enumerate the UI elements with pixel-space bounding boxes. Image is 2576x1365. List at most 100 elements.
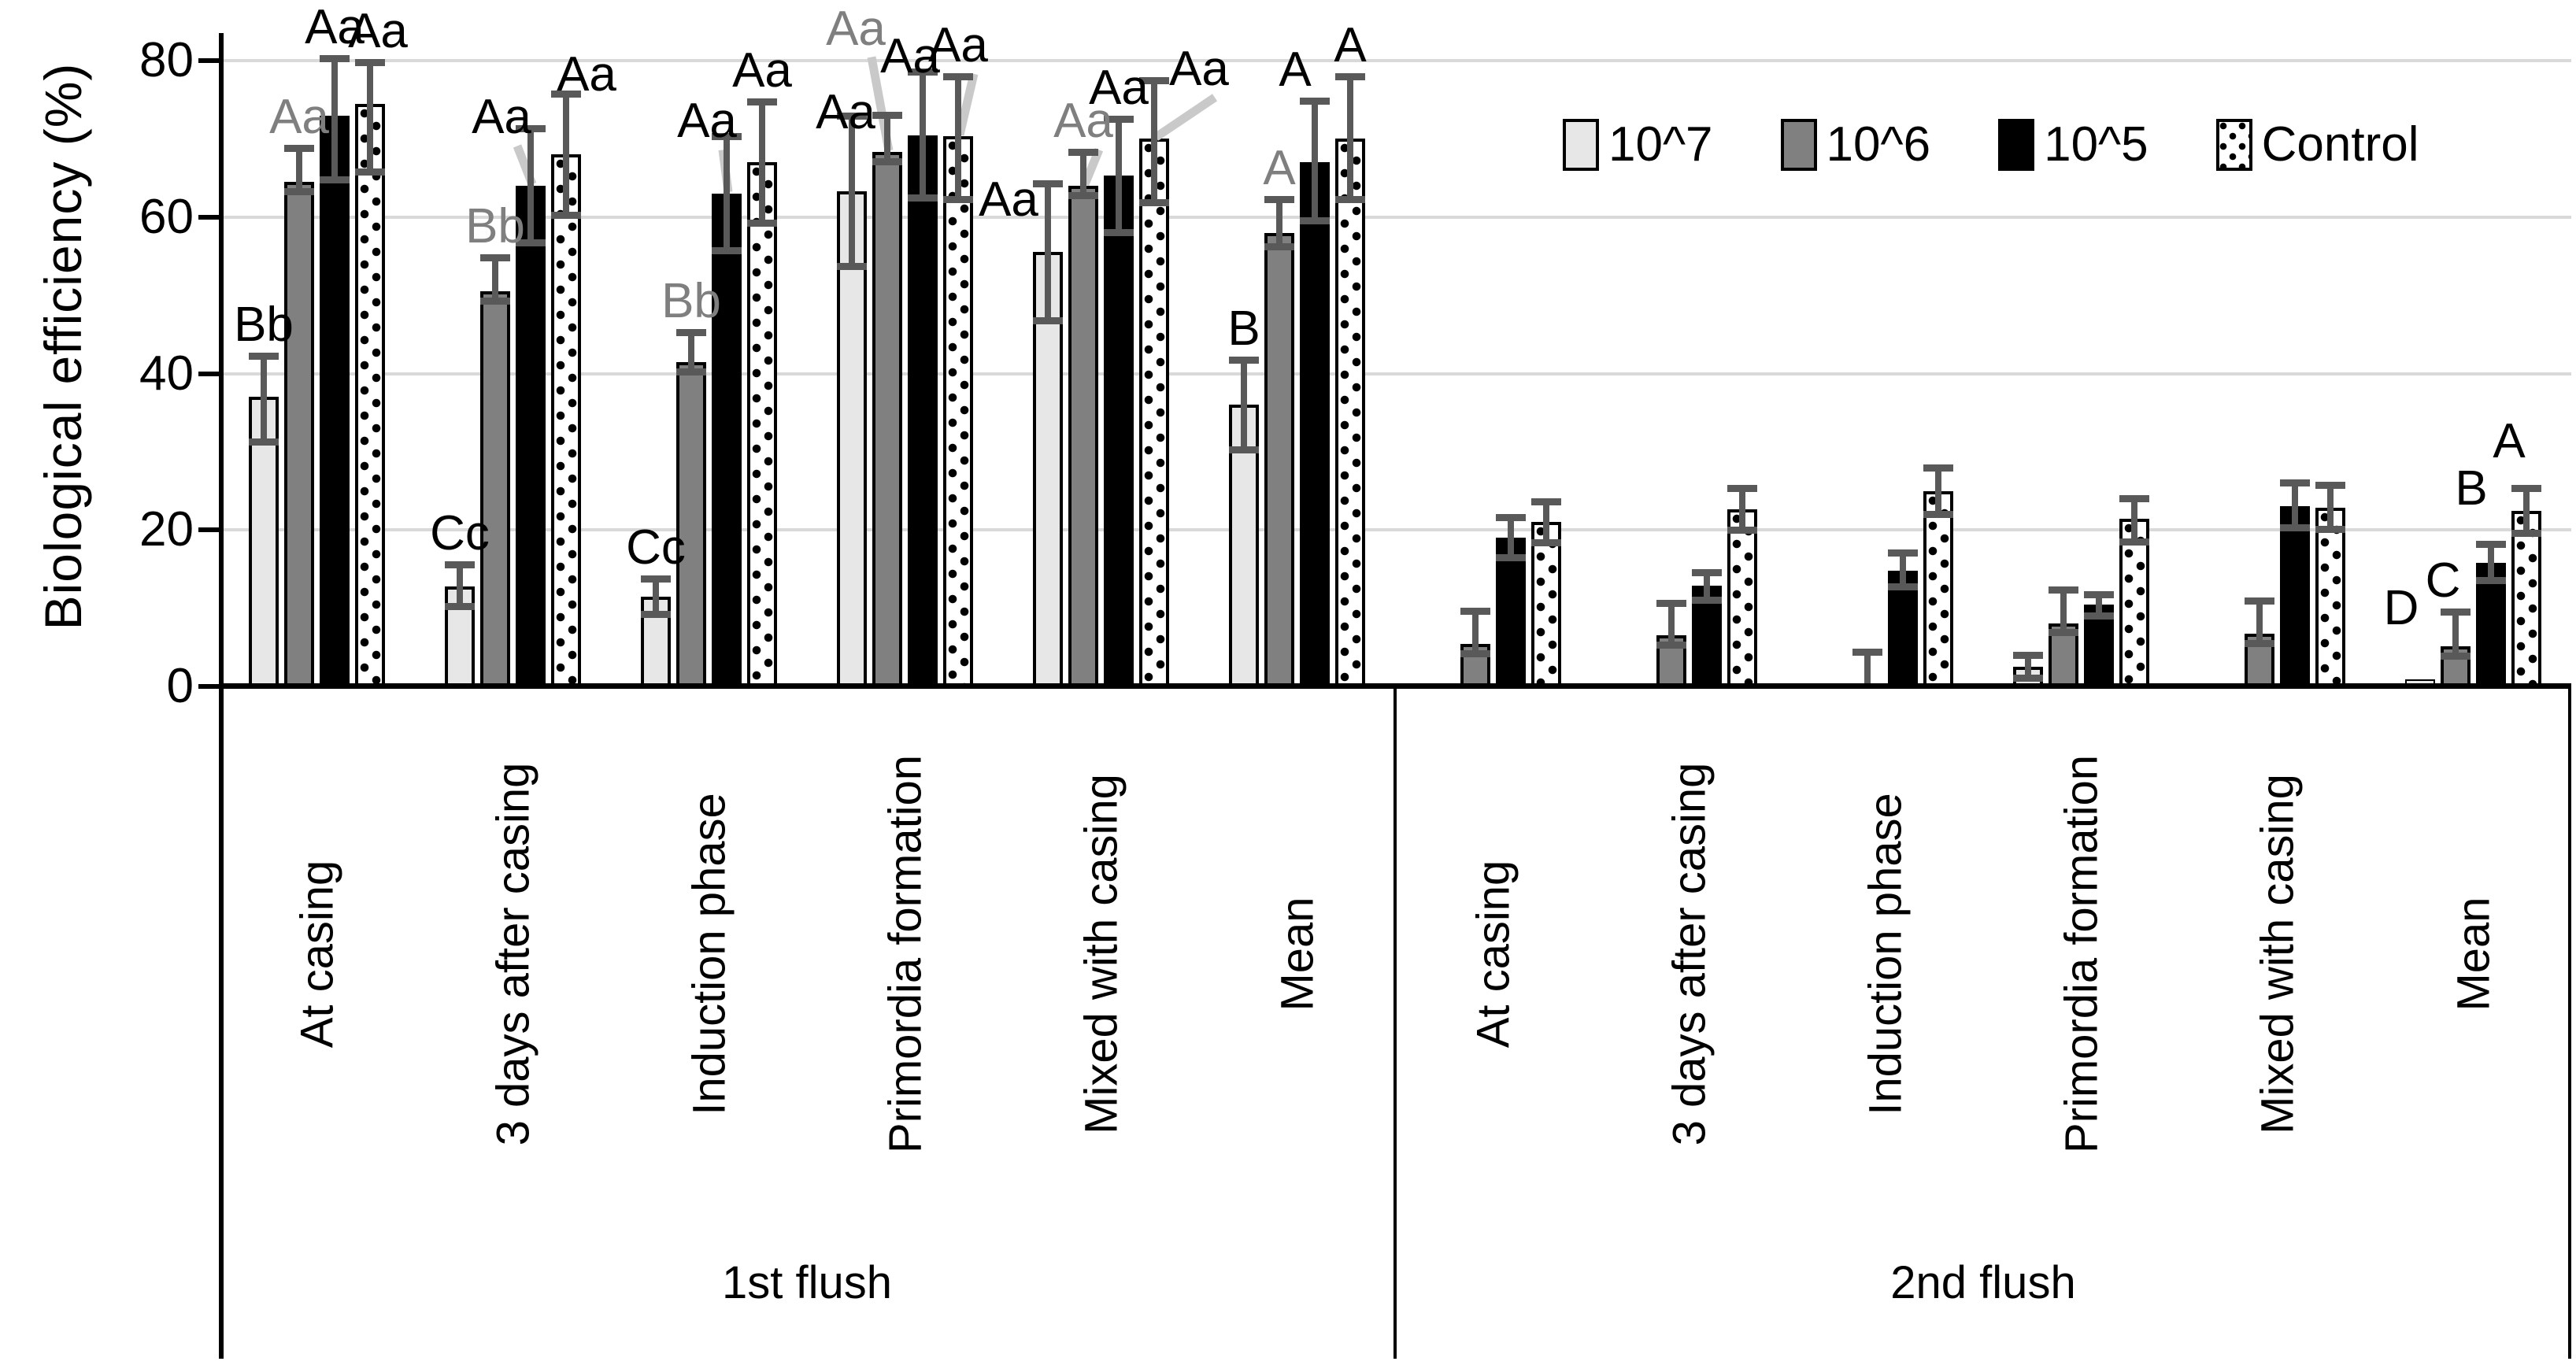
bar-10^6-mixed-with-casing: [1068, 186, 1098, 686]
significance-label: Aa: [269, 90, 329, 145]
error-bar-whisker: [457, 566, 463, 605]
legend-item-control: Control: [2215, 117, 2419, 172]
legend-swatch-10e6: [1780, 118, 1817, 171]
error-bar-cap-top: [2245, 597, 2274, 605]
significance-label: Bb: [661, 273, 721, 328]
error-bar-cap-bottom: [1496, 554, 1526, 562]
error-bar-cap-bottom: [1923, 511, 1953, 519]
significance-label: D: [2383, 581, 2419, 636]
error-bar-cap-top: [480, 254, 510, 262]
error-bar-whisker: [2131, 501, 2137, 541]
error-bar-whisker: [2096, 596, 2102, 614]
error-bar-cap-bottom: [1656, 642, 1686, 649]
error-bar-cap-top: [747, 98, 777, 105]
error-bar-cap-top: [1656, 599, 1686, 607]
error-bar-cap-top: [641, 575, 671, 583]
y-axis-line: [219, 33, 224, 1359]
error-bar-whisker: [955, 78, 961, 198]
error-bar-whisker: [1116, 120, 1122, 231]
significance-label: Bb: [465, 199, 525, 254]
error-bar-cap-top: [2280, 479, 2310, 486]
error-bar-whisker: [920, 73, 926, 196]
significance-label: Aa: [1053, 94, 1113, 149]
error-bar-cap-bottom: [355, 168, 385, 176]
error-bar-whisker: [849, 117, 855, 265]
flush-separator-line: [1393, 686, 1397, 1359]
bar-Control-induction-phase: [1923, 490, 1953, 686]
right-border-line: [2568, 686, 2571, 1359]
error-bar-cap-bottom: [1229, 446, 1259, 453]
significance-label: Cc: [626, 520, 686, 575]
significance-label: A: [2493, 413, 2526, 468]
significance-label: Aa: [305, 0, 365, 54]
error-bar-cap-bottom: [320, 176, 350, 184]
legend: 10^7 10^6 10^5 Control: [1563, 117, 2487, 172]
bar-10^5-at-casing: [320, 115, 350, 686]
error-bar-whisker: [2488, 546, 2494, 579]
bar-10^5-mean: [1300, 162, 1330, 686]
error-bar-cap-bottom: [2441, 653, 2471, 660]
error-bar-cap-bottom: [943, 195, 973, 203]
significance-label: B: [1227, 301, 1260, 356]
error-bar-whisker: [2025, 657, 2031, 677]
error-bar-cap-bottom: [249, 438, 279, 446]
error-bar-whisker: [2452, 613, 2459, 655]
significance-label: Aa: [880, 28, 940, 83]
error-bar-cap-top: [2084, 590, 2114, 598]
significance-label: C: [2425, 553, 2461, 608]
error-bar-cap-top: [712, 133, 742, 141]
y-tick-60: [198, 214, 219, 220]
error-bar-whisker: [2292, 484, 2298, 527]
error-bar-cap-top: [908, 68, 938, 76]
x-axis-baseline: [219, 683, 2571, 689]
legend-label-10e5: 10^5: [2044, 117, 2149, 172]
legend-label-10e7: 10^7: [1608, 117, 1713, 172]
error-bar-cap-top: [445, 560, 475, 568]
significance-label: Aa: [826, 1, 886, 56]
bar-10^5-mixed-with-casing: [1104, 176, 1134, 686]
flush-label: 1st flush: [722, 1257, 892, 1308]
error-bar-cap-bottom: [676, 368, 706, 375]
error-bar-cap-top: [2441, 608, 2471, 616]
significance-label: Aa: [472, 90, 531, 145]
y-tick-label-40: 40: [139, 346, 194, 401]
error-bar-cap-top: [1496, 514, 1526, 522]
error-bar-cap-bottom: [747, 219, 777, 227]
legend-item-10e5: 10^5: [1998, 117, 2149, 172]
error-bar-cap-bottom: [2280, 524, 2310, 532]
bar-10^5-3-days-after-casing: [516, 186, 546, 686]
y-tick-label-20: 20: [139, 502, 194, 557]
error-bar-whisker: [2060, 591, 2067, 631]
error-bar-cap-bottom: [712, 246, 742, 254]
error-bar-cap-bottom: [1727, 527, 1757, 535]
bar-Control-at-casing: [1531, 522, 1561, 686]
significance-label: A: [1334, 17, 1367, 72]
error-bar-whisker: [1276, 201, 1282, 245]
y-tick-0: [198, 684, 219, 689]
bar-Control-3-days-after-casing: [1727, 509, 1757, 686]
error-bar-whisker: [261, 357, 267, 440]
y-tick-80: [198, 58, 219, 63]
error-bar-whisker: [527, 131, 534, 241]
bar-10^6-induction-phase: [676, 361, 706, 686]
error-bar-cap-bottom: [641, 610, 671, 618]
error-bar-whisker: [1045, 186, 1051, 319]
error-bar-whisker: [1739, 490, 1745, 529]
gridline-80: [219, 59, 2571, 62]
significance-label: Aa: [1089, 60, 1149, 115]
bar-10^7-primordia-formation: [837, 191, 867, 686]
error-bar-cap-bottom: [284, 187, 314, 195]
bar-10^7-mixed-with-casing: [1033, 252, 1063, 686]
bar-Control-induction-phase: [747, 162, 777, 686]
error-bar-cap-top: [284, 145, 314, 153]
error-bar-cap-bottom: [2013, 675, 2043, 682]
error-bar-whisker: [1347, 78, 1353, 198]
error-bar-whisker: [1472, 612, 1479, 653]
bar-10^6-mean: [1264, 232, 1294, 686]
error-bar-cap-bottom: [445, 602, 475, 610]
error-bar-cap-bottom: [1068, 191, 1098, 199]
error-bar-cap-top: [1852, 649, 1882, 657]
error-bar-cap-bottom: [2511, 530, 2541, 538]
error-bar-cap-bottom: [872, 158, 902, 166]
error-bar-cap-bottom: [2084, 612, 2114, 620]
